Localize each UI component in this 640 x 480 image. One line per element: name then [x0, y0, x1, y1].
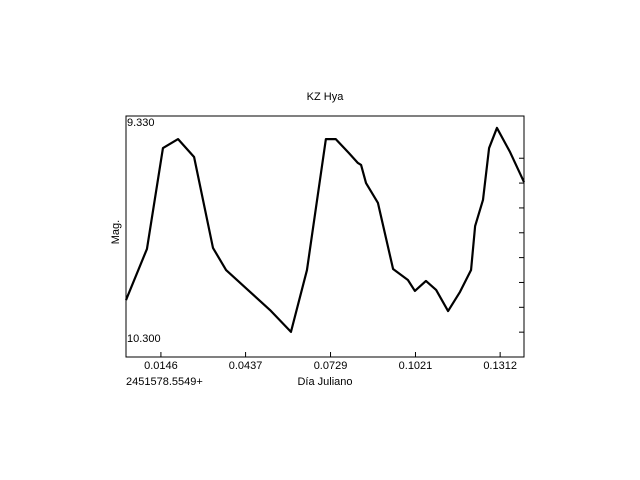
x-tick-label: 0.0729	[314, 360, 348, 372]
y-axis-label: Mag.	[110, 220, 122, 244]
x-tick-label: 0.1021	[399, 360, 433, 372]
x-tick-label: 0.1312	[483, 360, 517, 372]
y-tick-label: 10.300	[127, 333, 161, 345]
x-offset-label: 2451578.5549+	[126, 376, 203, 388]
chart-title: KZ Hya	[307, 91, 345, 103]
plot-frame	[125, 115, 525, 358]
y-tick-label: 9.330	[127, 117, 155, 129]
x-tick-label: 0.0146	[144, 360, 178, 372]
light-curve	[124, 126, 525, 334]
x-tick-label: 0.0437	[229, 360, 263, 372]
x-axis-label: Día Juliano	[297, 376, 352, 388]
